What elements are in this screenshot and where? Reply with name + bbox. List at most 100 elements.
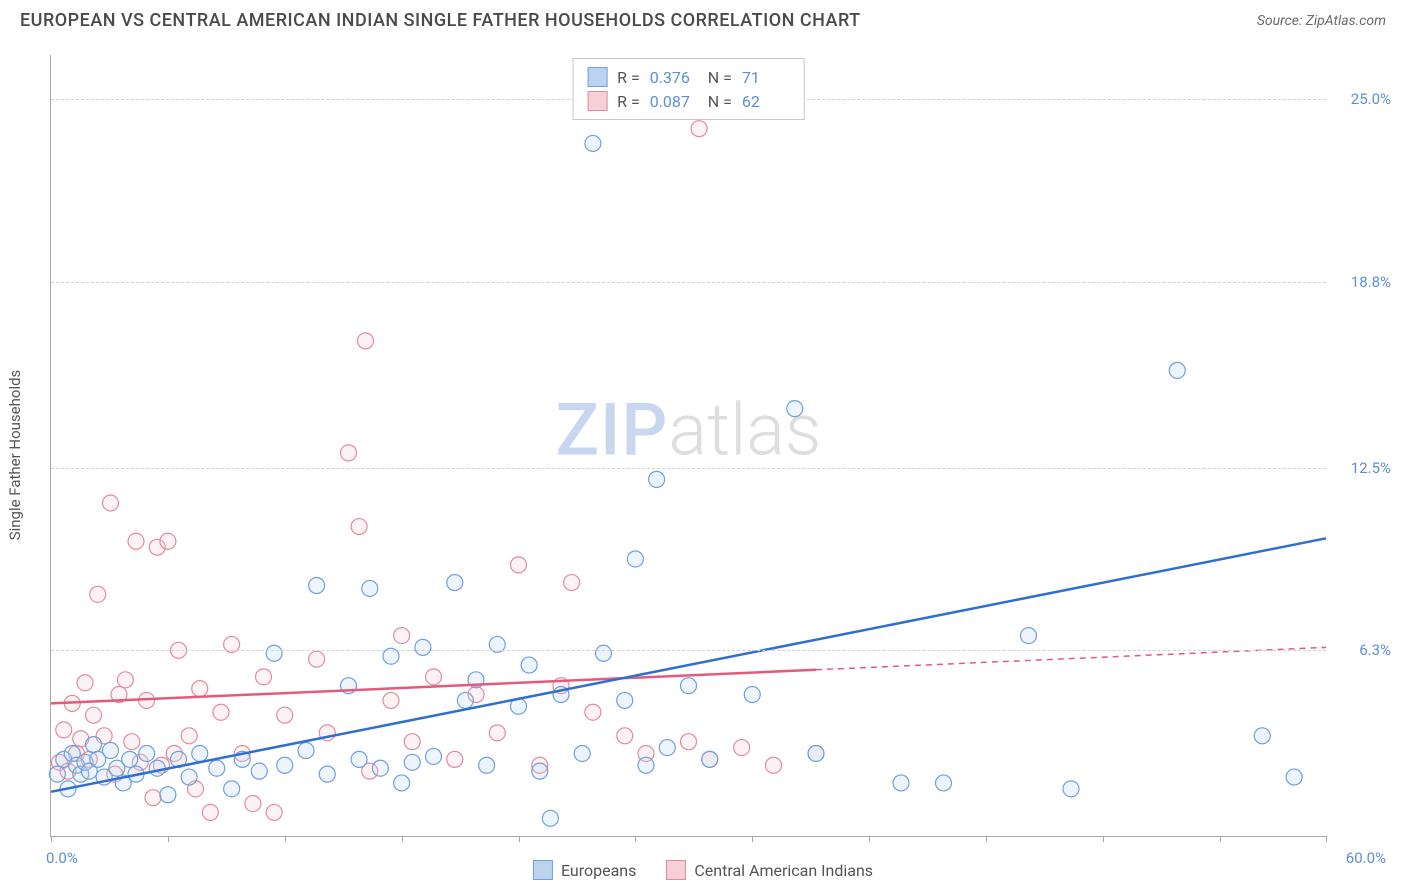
data-point bbox=[202, 804, 218, 820]
data-point bbox=[277, 757, 293, 773]
data-point bbox=[160, 787, 176, 803]
source-value: ZipAtlas.com bbox=[1306, 13, 1386, 29]
x-axis-max-label: 60.0% bbox=[1346, 849, 1386, 867]
data-point bbox=[1254, 728, 1270, 744]
legend-swatch bbox=[533, 860, 553, 880]
data-point bbox=[86, 707, 102, 723]
n-value: 71 bbox=[742, 68, 790, 87]
data-point bbox=[936, 775, 952, 791]
data-point bbox=[617, 728, 633, 744]
series-legend: EuropeansCentral American Indians bbox=[533, 860, 873, 880]
data-point bbox=[192, 681, 208, 697]
data-point bbox=[734, 740, 750, 756]
n-label: N = bbox=[708, 68, 732, 87]
x-tick bbox=[1220, 836, 1221, 842]
x-axis-min-label: 0.0% bbox=[46, 849, 78, 867]
r-value: 0.087 bbox=[650, 92, 698, 111]
y-tick-label: 25.0% bbox=[1351, 90, 1391, 108]
data-point bbox=[574, 745, 590, 761]
data-point bbox=[457, 692, 473, 708]
gridline bbox=[51, 282, 1326, 283]
data-point bbox=[394, 775, 410, 791]
data-point bbox=[298, 743, 314, 759]
x-tick bbox=[1326, 836, 1327, 842]
data-point bbox=[893, 775, 909, 791]
data-point bbox=[181, 769, 197, 785]
data-point bbox=[426, 669, 442, 685]
data-point bbox=[256, 669, 272, 685]
data-point bbox=[489, 725, 505, 741]
data-point bbox=[103, 743, 119, 759]
source-attribution: Source: ZipAtlas.com bbox=[1257, 13, 1386, 29]
data-point bbox=[404, 754, 420, 770]
data-point bbox=[808, 745, 824, 761]
scatter-svg bbox=[51, 55, 1326, 836]
data-point bbox=[532, 763, 548, 779]
data-point bbox=[426, 748, 442, 764]
data-point bbox=[266, 804, 282, 820]
n-value: 62 bbox=[742, 92, 790, 111]
data-point bbox=[160, 533, 176, 549]
x-tick bbox=[1103, 836, 1104, 842]
data-point bbox=[479, 757, 495, 773]
data-point bbox=[564, 575, 580, 591]
data-point bbox=[128, 533, 144, 549]
data-point bbox=[245, 796, 261, 812]
data-point bbox=[1063, 781, 1079, 797]
data-point bbox=[415, 639, 431, 655]
plot-area: ZIPatlas R =0.376N =71R =0.087N =62 6.3%… bbox=[50, 55, 1326, 837]
x-tick bbox=[519, 836, 520, 842]
x-tick bbox=[635, 836, 636, 842]
y-tick-label: 12.5% bbox=[1351, 459, 1391, 477]
data-point bbox=[1021, 628, 1037, 644]
data-point bbox=[372, 760, 388, 776]
data-point bbox=[1286, 769, 1302, 785]
data-point bbox=[521, 657, 537, 673]
gridline bbox=[51, 468, 1326, 469]
legend-label: Europeans bbox=[561, 861, 636, 880]
data-point bbox=[149, 760, 165, 776]
data-point bbox=[511, 557, 527, 573]
data-point bbox=[341, 445, 357, 461]
correlation-legend-row: R =0.087N =62 bbox=[587, 89, 790, 113]
data-point bbox=[447, 751, 463, 767]
data-point bbox=[145, 790, 161, 806]
x-tick bbox=[168, 836, 169, 842]
x-tick bbox=[752, 836, 753, 842]
data-point bbox=[681, 734, 697, 750]
data-point bbox=[787, 401, 803, 417]
x-tick bbox=[986, 836, 987, 842]
data-point bbox=[309, 651, 325, 667]
data-point bbox=[681, 678, 697, 694]
data-point bbox=[319, 766, 335, 782]
legend-swatch bbox=[587, 67, 607, 87]
data-point bbox=[86, 737, 102, 753]
data-point bbox=[122, 751, 138, 767]
data-point bbox=[394, 628, 410, 644]
x-tick bbox=[402, 836, 403, 842]
data-point bbox=[277, 707, 293, 723]
y-tick-label: 6.3% bbox=[1359, 641, 1391, 659]
data-point bbox=[309, 577, 325, 593]
data-point bbox=[596, 645, 612, 661]
correlation-legend-row: R =0.376N =71 bbox=[587, 65, 790, 89]
data-point bbox=[351, 519, 367, 535]
data-point bbox=[90, 586, 106, 602]
data-point bbox=[77, 675, 93, 691]
data-point bbox=[103, 495, 119, 511]
data-point bbox=[659, 740, 675, 756]
chart-area: ZIPatlas R =0.376N =71R =0.087N =62 6.3%… bbox=[50, 55, 1326, 837]
data-point bbox=[638, 757, 654, 773]
legend-swatch bbox=[587, 91, 607, 111]
data-point bbox=[117, 672, 133, 688]
x-tick bbox=[285, 836, 286, 842]
data-point bbox=[744, 687, 760, 703]
data-point bbox=[358, 333, 374, 349]
chart-title: EUROPEAN VS CENTRAL AMERICAN INDIAN SING… bbox=[20, 10, 861, 31]
data-point bbox=[224, 781, 240, 797]
data-point bbox=[266, 645, 282, 661]
data-point bbox=[213, 704, 229, 720]
data-point bbox=[617, 692, 633, 708]
data-point bbox=[49, 766, 65, 782]
data-point bbox=[585, 704, 601, 720]
